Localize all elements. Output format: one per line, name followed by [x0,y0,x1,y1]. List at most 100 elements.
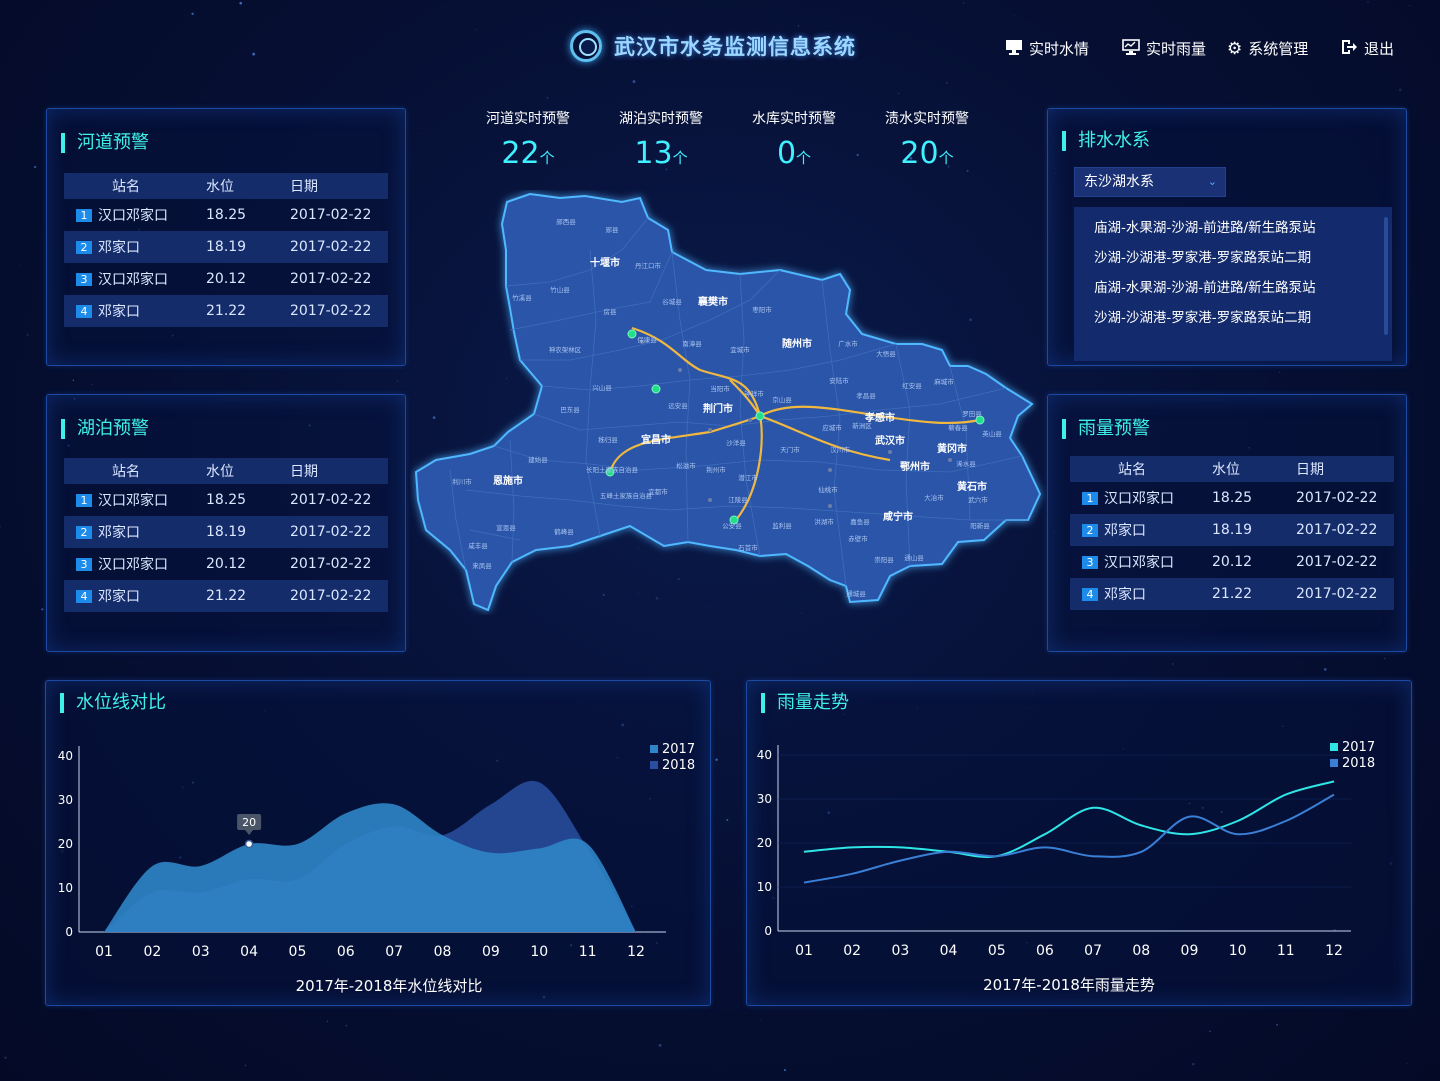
cell-date: 2017-02-22 [290,492,372,508]
star [715,758,718,761]
table-row[interactable]: 2 邓家口 18.19 2017-02-22 [64,516,388,548]
county-label: 汉川市 [830,445,850,454]
city-label: 咸宁市 [883,510,913,523]
tooltip-marker[interactable] [244,839,254,849]
kpi-unit: 个 [938,149,954,167]
station-point[interactable] [627,329,637,339]
rain-trend-chart-panel: 雨量走势 0 10 20 30 40 01 02 03 04 05 06 07 08 09 10 11 12 20… [746,680,1412,1006]
town-dot [678,368,682,372]
star [856,153,859,157]
star [423,1079,425,1080]
drainage-select[interactable]: 东沙湖水系 ⌄ [1074,167,1226,197]
table-row[interactable]: 3 汉口邓家口 20.12 2017-02-22 [64,548,388,580]
nav-system-admin[interactable]: ⚙ 系统管理 [1227,38,1308,59]
rank-badge: 4 [1082,588,1098,601]
table-header: 站名 水位 日期 [64,458,388,484]
station-point[interactable] [755,411,765,421]
legend-swatch [1330,759,1338,767]
select-value: 东沙湖水系 [1084,174,1154,190]
x-tick-label: 03 [891,943,909,959]
county-label: 大冶市 [924,493,944,502]
cell-level: 20.12 [206,556,247,572]
scrollbar[interactable] [1384,217,1388,335]
nav-realtime-rain[interactable]: 实时雨量 [1122,38,1206,59]
county-label: 巴东县 [560,405,580,414]
row-number-badge: 1 [64,199,92,231]
row-number-badge: 3 [1070,546,1098,578]
nav-realtime-water[interactable]: 实时水情 [1005,38,1089,59]
kpi-reservoir: 水库实时预警 0个 [739,108,849,171]
x-tick-label: 01 [95,944,113,960]
county-label: 赤壁市 [848,534,868,543]
col-station: 站名 [92,173,206,199]
table-row[interactable]: 2 邓家口 18.19 2017-02-22 [1070,514,1394,546]
county-label: 罗田县 [962,410,982,418]
table-row[interactable]: 4 邓家口 21.22 2017-02-22 [64,580,388,612]
cell-level: 20.12 [1212,554,1253,570]
table-row[interactable]: 1 汉口邓家口 18.25 2017-02-22 [64,199,388,231]
county-label: 郧西县 [556,218,576,226]
monitor-icon [1005,39,1023,59]
county-label: 保康县 [637,335,657,344]
cell-station: 汉口邓家口 [1104,555,1174,571]
county-label: 安陆市 [829,376,849,385]
kpi-value-group: 20个 [872,136,982,171]
county-label: 天门市 [780,445,800,454]
kpi-unit: 个 [796,149,812,167]
panel-title: 水位线对比 [60,693,166,713]
county-label: 郧县 [606,226,620,234]
list-item[interactable]: 庙湖-水果湖-沙湖-前进路/新生路泵站 [1094,280,1316,296]
list-item[interactable]: 庙湖-水果湖-沙湖-前进路/新生路泵站 [1094,220,1316,236]
station-point[interactable] [605,467,615,477]
star [1276,1024,1278,1026]
table-row[interactable]: 2 邓家口 18.19 2017-02-22 [64,231,388,263]
county-label: 钟祥市 [744,389,764,398]
cell-level: 21.22 [1212,578,1296,610]
star [345,1025,347,1027]
cell-station: 邓家口 [1098,578,1212,610]
cell-station: 汉口邓家口 [98,557,168,573]
row-number-badge: 4 [64,580,92,612]
county-label: 神农架林区 [549,345,582,354]
station-points[interactable] [605,329,985,525]
county-label: 宜都市 [648,487,668,496]
table-row[interactable]: 1 汉口邓家口 18.25 2017-02-22 [64,484,388,516]
table-row[interactable]: 4 邓家口 21.22 2017-02-22 [64,295,388,327]
x-tick-label: 04 [240,944,258,960]
col-station: 站名 [1098,456,1212,482]
row-number-badge: 2 [64,231,92,263]
rank-badge: 4 [76,305,92,318]
table-row[interactable]: 3 汉口邓家口 20.12 2017-02-22 [64,263,388,295]
station-point[interactable] [651,384,661,394]
cell-level: 21.22 [206,580,290,612]
col-date: 日期 [290,458,388,484]
nav-logout[interactable]: 退出 [1340,38,1394,59]
county-label: 崇阳县 [874,555,894,564]
county-label: 秭归县 [598,435,618,444]
tooltip-value: 20 [242,816,256,829]
star [658,1044,662,1047]
x-tick-label: 06 [337,944,355,960]
drainage-list: 庙湖-水果湖-沙湖-前进路/新生路泵站 沙湖-沙湖港-罗家港-罗家路泵站二期 庙… [1074,207,1392,361]
station-point[interactable] [975,415,985,425]
list-item[interactable]: 沙湖-沙湖港-罗家港-罗家路泵站二期 [1094,250,1312,266]
rank-badge: 3 [76,558,92,571]
row-number-badge: 4 [64,295,92,327]
star [759,1019,761,1020]
kpi-value: 0 [776,136,797,171]
table-row[interactable]: 1 汉口邓家口 18.25 2017-02-22 [1070,482,1394,514]
table-row[interactable]: 3 汉口邓家口 20.12 2017-02-22 [1070,546,1394,578]
list-item[interactable]: 沙湖-沙湖港-罗家港-罗家路泵站二期 [1094,310,1312,326]
county-label: 竹山县 [550,285,570,294]
county-label: 竹溪县 [512,293,532,302]
star [783,1069,786,1072]
station-point[interactable] [729,515,739,525]
cell-station: 汉口邓家口 [1104,491,1174,507]
kpi-lake: 湖泊实时预警 13个 [606,108,716,171]
cell-date: 2017-02-22 [290,207,372,223]
rain-trend-chart: 0 10 20 30 40 01 02 03 04 05 06 07 08 09 10 11 12 2017201… [757,740,1375,959]
x-tick-label: 02 [143,944,161,960]
table-row[interactable]: 4 邓家口 21.22 2017-02-22 [1070,578,1394,610]
star [383,1033,385,1035]
